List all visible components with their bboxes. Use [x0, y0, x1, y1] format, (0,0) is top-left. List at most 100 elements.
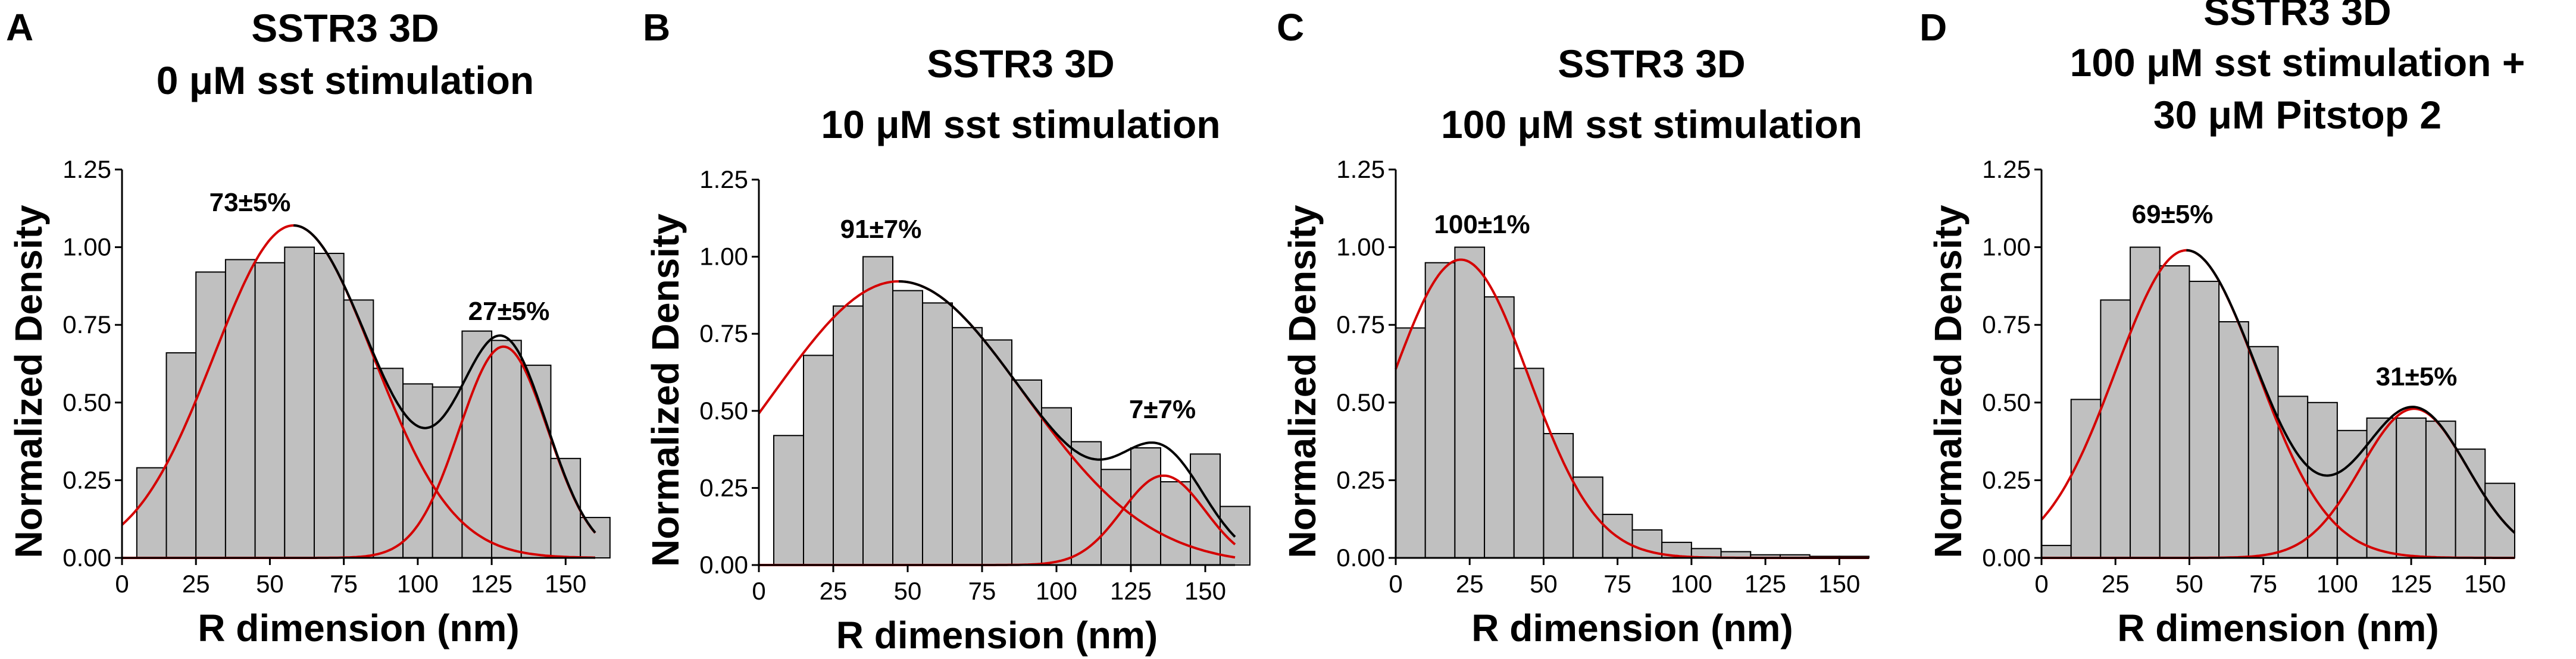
histogram-bar: [343, 299, 374, 558]
x-axis-label: R dimension (nm): [836, 614, 1158, 657]
y-tick-label: 0.00: [1336, 544, 1385, 572]
y-tick-label: 0.75: [1336, 310, 1385, 338]
y-tick-label: 1.00: [1336, 233, 1385, 261]
y-tick-label: 1.00: [1982, 233, 2031, 261]
histogram-bar: [373, 368, 404, 558]
y-tick-label: 0.25: [699, 473, 748, 501]
histogram-bar: [2455, 448, 2486, 558]
panel-label: C: [1277, 6, 1304, 49]
y-tick-label: 1.00: [699, 243, 748, 271]
x-tick-label: 75: [330, 570, 358, 598]
y-tick-label: 0.75: [1982, 310, 2031, 338]
histogram-bar: [1543, 433, 1574, 558]
fit-percentage-label: 73±5%: [210, 188, 291, 217]
sum-fit-curve: [2186, 249, 2516, 534]
y-tick-label: 0.50: [1982, 388, 2031, 416]
y-tick-label: 1.25: [699, 165, 748, 193]
chart-title-line: 30 μM Pitstop 2: [2153, 93, 2441, 137]
y-tick-label: 1.25: [1336, 155, 1385, 183]
histogram-bar: [981, 339, 1012, 566]
x-tick-label: 100: [2316, 570, 2358, 598]
x-tick-label: 125: [2390, 570, 2432, 598]
histogram-bar: [2307, 401, 2338, 558]
x-tick-label: 125: [1110, 577, 1152, 605]
histogram-bar: [2484, 482, 2515, 559]
chart-title-line: SSTR3 3D: [251, 6, 439, 50]
x-tick-label: 50: [2175, 570, 2203, 598]
x-axis-label: R dimension (nm): [2117, 607, 2439, 649]
histogram-bar: [773, 435, 804, 566]
fit-percentage-label: 91±7%: [840, 215, 922, 244]
chart-title-line: SSTR3 3D: [1558, 42, 1745, 86]
histogram-bar: [803, 354, 834, 566]
y-tick-label: 0.75: [699, 319, 748, 347]
histogram-bar: [402, 383, 433, 558]
fit-percentage-label: 27±5%: [468, 297, 550, 326]
x-tick-label: 50: [1530, 570, 1558, 598]
x-tick-label: 50: [894, 577, 922, 605]
x-tick-label: 150: [2464, 570, 2506, 598]
panel-b: B SSTR3 3D 10 μM sst stimulation 0.00 0.25 0.…: [640, 0, 1286, 659]
chart-title-line: SSTR3 3D: [927, 42, 1114, 86]
chart-title-line: 0 μM sst stimulation: [157, 58, 534, 102]
histogram-bar: [1041, 407, 1072, 566]
y-tick-label: 0.25: [1982, 466, 2031, 494]
fit-percentage-label: 7±7%: [1129, 395, 1196, 424]
x-tick-label: 125: [471, 570, 512, 598]
x-tick-label: 25: [2102, 570, 2130, 598]
histogram-bar: [224, 259, 256, 558]
histogram-bar: [2070, 398, 2102, 558]
histogram-bar: [922, 302, 953, 566]
histogram-bar: [952, 327, 983, 566]
x-tick-label: 75: [2249, 570, 2277, 598]
histogram-bar: [1484, 296, 1515, 558]
x-tick-label: 75: [968, 577, 996, 605]
x-tick-label: 125: [1745, 570, 1786, 598]
histogram-bar: [1011, 379, 1042, 566]
panel-d: D SSTR3 3D 100 μM sst stimulation + 30 μM P…: [1917, 0, 2576, 659]
histogram-bar: [2130, 246, 2161, 559]
y-tick-label: 0.25: [1336, 466, 1385, 494]
histogram-bar: [195, 271, 226, 558]
y-axis-label: Normalized Density: [1927, 205, 1969, 558]
x-tick-label: 0: [2034, 570, 2048, 598]
histogram-bar: [1454, 246, 1486, 559]
x-tick-label: 0: [115, 570, 129, 598]
histogram-bar: [432, 386, 463, 558]
histogram-bar: [2396, 417, 2427, 558]
x-tick-label: 75: [1603, 570, 1631, 598]
histogram-bar: [284, 246, 315, 559]
histogram-bar: [862, 256, 893, 566]
histogram-bar: [1424, 262, 1456, 558]
y-tick-label: 0.00: [699, 551, 748, 579]
y-tick-label: 0.50: [1336, 388, 1385, 416]
histogram-bar: [2218, 321, 2249, 558]
y-tick-label: 0.25: [62, 466, 111, 494]
x-tick-label: 0: [1389, 570, 1402, 598]
chart-a: A SSTR3 3D 0 μM sst stimulation 0.00 0.25 0.5…: [6, 6, 611, 649]
fit-percentage-label: 69±5%: [2132, 200, 2214, 229]
panel-label: D: [1920, 6, 1947, 49]
histogram-bar: [1130, 447, 1161, 566]
x-tick-label: 150: [545, 570, 586, 598]
y-tick-label: 1.25: [62, 155, 111, 183]
y-tick-label: 0.00: [1982, 544, 2031, 572]
chart-title-line: 100 μM sst stimulation: [1441, 102, 1862, 146]
histogram-bar: [491, 340, 522, 558]
histogram-bar: [1160, 481, 1191, 566]
x-axis-label: R dimension (nm): [1471, 607, 1793, 649]
histogram-bar: [2247, 346, 2279, 558]
y-tick-label: 0.50: [699, 397, 748, 425]
y-tick-label: 0.00: [62, 544, 111, 572]
histogram-bar: [2189, 281, 2220, 558]
histogram-bar: [892, 290, 923, 566]
fit-percentage-label: 31±5%: [2376, 362, 2458, 391]
sum-fit-curve: [293, 224, 596, 534]
sum-fit-curve: [899, 280, 1236, 538]
histogram-bar: [580, 517, 611, 559]
histogram-bar: [550, 457, 582, 558]
y-tick-label: 1.00: [62, 233, 111, 261]
y-tick-label: 0.50: [62, 388, 111, 416]
y-axis-label: Normalized Density: [1281, 205, 1324, 558]
chart-b: B SSTR3 3D 10 μM sst stimulation 0.00 0.25 0.…: [643, 6, 1251, 657]
